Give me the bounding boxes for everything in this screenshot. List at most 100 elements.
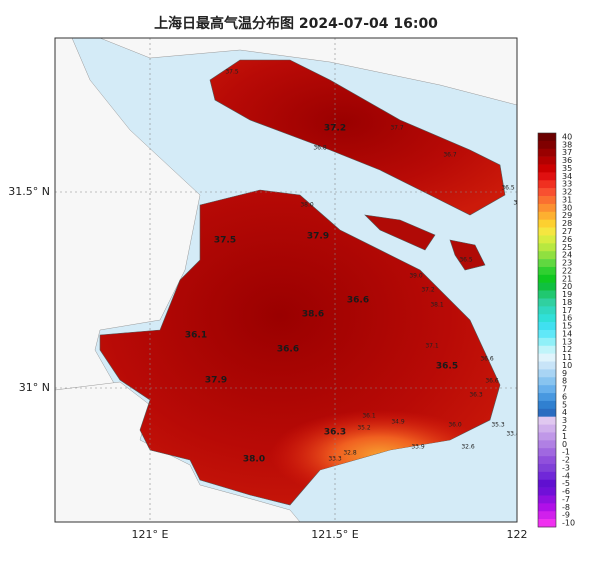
colorbar-label: -7 [562, 495, 570, 504]
station-value: 36.3 [324, 428, 346, 438]
color-swatch [538, 400, 556, 410]
colorbar-label: -6 [562, 487, 570, 496]
color-swatch [538, 203, 556, 213]
changxing-island [364, 214, 436, 251]
color-swatch [538, 219, 556, 228]
colorbar-label: 12 [562, 345, 572, 354]
station-value: 37.9 [205, 376, 227, 386]
color-swatch [538, 282, 556, 291]
station-value: 35.2 [357, 425, 371, 432]
station-value: 37.5 [214, 236, 236, 246]
colorbar-label: 10 [562, 361, 572, 370]
colorbar-label: 14 [562, 329, 572, 338]
colorbar-label: 25 [562, 243, 572, 252]
map-title: 上海日最高气温分布图 2024-07-04 16:00 [154, 15, 438, 32]
station-value: 33.9 [411, 444, 425, 451]
color-swatch [538, 424, 556, 433]
color-swatch [538, 164, 556, 173]
colorbar-label: 19 [562, 290, 572, 299]
lon-label: 122 [507, 528, 528, 541]
colorbar-label: 0 [562, 440, 567, 449]
station-value: 36.6 [277, 345, 299, 355]
colorbar-frame [537, 132, 557, 528]
colorbar-label: 36 [562, 156, 572, 165]
colorbar-label: 3 [562, 416, 567, 425]
lon-label: 121.5° E [311, 528, 358, 541]
colorbar-label: 26 [562, 235, 572, 244]
colorbar-label: 37 [562, 148, 572, 157]
color-swatch [538, 196, 556, 205]
color-swatch [538, 448, 556, 457]
colorbar-label: -10 [562, 519, 575, 528]
color-swatch [538, 298, 556, 307]
colorbar-label: 30 [562, 203, 572, 212]
colorbar-label: 15 [562, 322, 572, 331]
color-swatch [538, 235, 556, 244]
station-value: 37.7 [390, 125, 404, 132]
hengsha-island [449, 239, 486, 271]
colorbar-label: 8 [562, 377, 567, 386]
station-value: 32.8 [343, 450, 357, 457]
colorbar-label: -3 [562, 463, 570, 472]
graticule [55, 38, 517, 522]
colorbar-label: 6 [562, 392, 567, 401]
station-value: 36.6 [480, 356, 494, 363]
colorbar-label: 24 [562, 251, 572, 260]
color-swatch [538, 314, 556, 323]
color-swatch [538, 416, 556, 425]
colorbar-label: 1 [562, 432, 567, 441]
colorbar-label: 13 [562, 337, 572, 346]
station-value: 36.1 [362, 413, 376, 420]
colorbar-label: 34 [562, 172, 572, 181]
color-swatch [538, 519, 556, 528]
land-south [55, 381, 301, 522]
land-north [99, 38, 517, 106]
color-swatch [538, 377, 556, 386]
color-swatch [538, 385, 556, 394]
colorbar-label: 32 [562, 188, 572, 197]
lat-label: 31° N [19, 381, 50, 394]
color-swatch [538, 330, 556, 339]
station-value: 36.6 [347, 296, 369, 306]
station-labels: 37.5 37.2 37.7 36.8 36.7 36.5 33.6 38.0 37.5 37.9… [185, 69, 527, 465]
color-swatch [538, 495, 556, 504]
colorbar-label: 27 [562, 227, 572, 236]
station-value: 33.6 [513, 200, 527, 207]
color-swatch [538, 337, 556, 347]
color-swatch [538, 487, 556, 496]
station-value: 36.0 [448, 422, 462, 429]
colorbar-label: 22 [562, 266, 572, 275]
colorbar-label: 21 [562, 274, 572, 283]
station-value: 34.9 [391, 419, 405, 426]
colorbar-label: 7 [562, 385, 567, 394]
color-swatch [538, 456, 556, 465]
colorbar: 4038373635343332313029282726252423222120… [537, 132, 575, 528]
station-value: 36.5 [436, 362, 458, 372]
color-swatch [538, 440, 556, 449]
colorbar-label: 31 [562, 195, 572, 204]
colorbar-label: 40 [562, 132, 572, 141]
station-value: 32.6 [461, 444, 475, 451]
chongming-island [209, 59, 506, 216]
lon-label: 121° E [132, 528, 169, 541]
color-swatch [538, 148, 556, 157]
color-swatch [538, 140, 556, 150]
colorbar-label: 29 [562, 211, 572, 220]
color-swatch [538, 345, 556, 354]
colorbar-label: 18 [562, 298, 572, 307]
color-swatch [538, 361, 556, 370]
color-swatch [538, 393, 556, 402]
map-frame [54, 37, 518, 523]
colorbar-label: -4 [562, 471, 570, 480]
station-value: 38.1 [430, 302, 444, 309]
color-swatch [538, 156, 556, 165]
color-swatch [538, 369, 556, 378]
color-swatch [538, 408, 556, 417]
station-value: 37.1 [425, 343, 439, 350]
color-swatch [538, 227, 556, 236]
color-swatch [538, 188, 556, 197]
colorbar-label: 5 [562, 400, 567, 409]
lat-label: 31.5° N [8, 185, 50, 198]
station-value: 38.6 [302, 310, 324, 320]
